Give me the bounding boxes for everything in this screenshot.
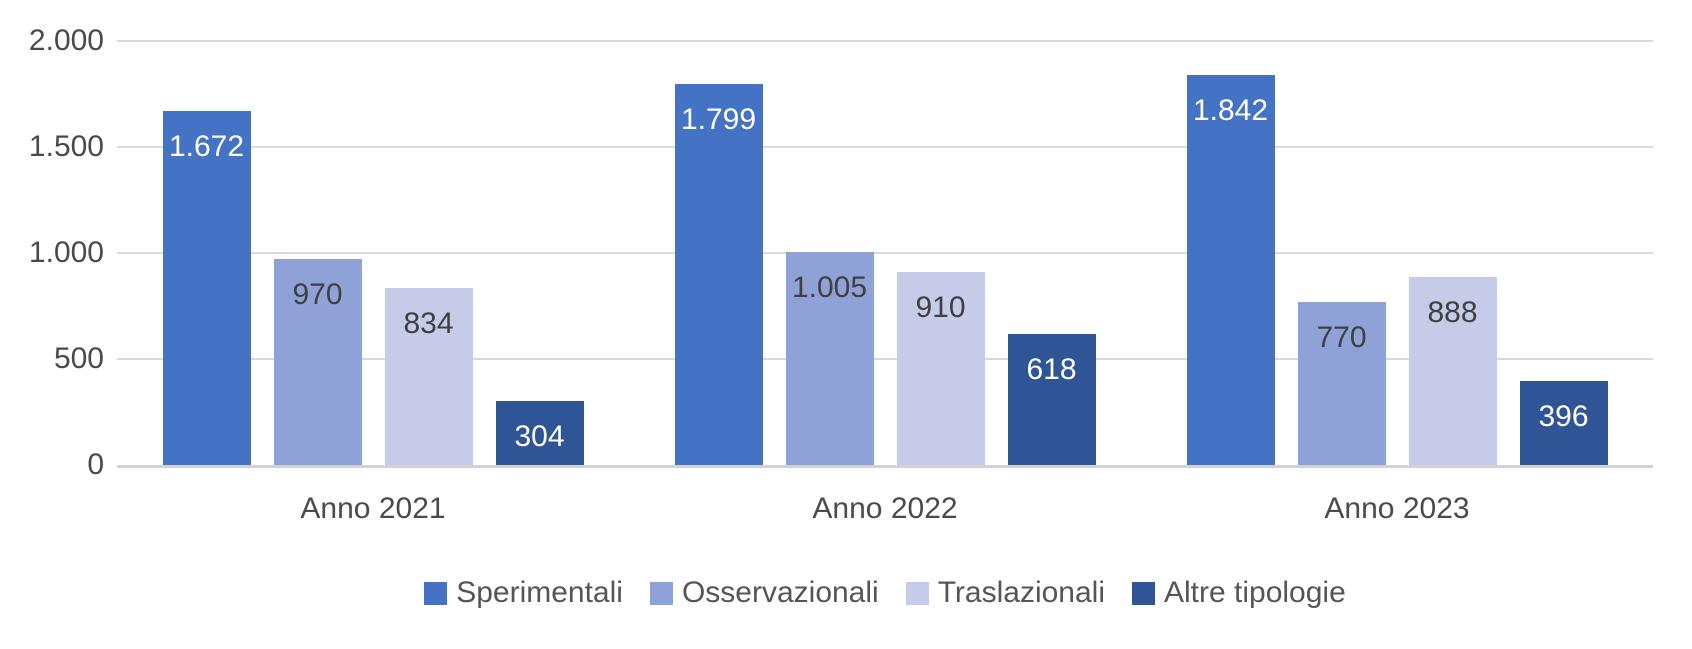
legend-label: Traslazionali	[937, 576, 1105, 609]
bar-data-label: 970	[292, 278, 343, 312]
bar-altre-tipologie: 396	[1519, 381, 1608, 465]
legend-swatch-icon	[424, 581, 448, 605]
bar-data-label: 1.005	[791, 270, 868, 304]
plot-area: 1.672 970 834 304 1.799 1.005 910 618 1.842 770 88…	[117, 40, 1653, 468]
legend-item-altre-tipologie: Altre tipologie	[1132, 576, 1346, 610]
legend-label: Altre tipologie	[1164, 576, 1346, 609]
bar-sperimentali: 1.842	[1186, 74, 1275, 465]
legend-label: Sperimentali	[456, 576, 623, 609]
gridline	[117, 146, 1653, 148]
bar-traslazionali: 834	[384, 288, 473, 465]
bar-altre-tipologie: 618	[1007, 333, 1096, 465]
y-axis-tick-label: 1.500	[28, 130, 104, 163]
category-label: Anno 2021	[300, 492, 446, 525]
bar-data-label: 888	[1427, 295, 1478, 329]
bar-data-label: 1.842	[1192, 93, 1269, 127]
bar-data-label: 396	[1538, 400, 1589, 434]
bar-sperimentali: 1.799	[674, 83, 763, 465]
bar-osservazionali: 970	[273, 259, 362, 465]
x-axis-category-labels: Anno 2021 Anno 2022 Anno 2023	[117, 491, 1653, 527]
gridline	[117, 252, 1653, 254]
bar-osservazionali: 1.005	[785, 251, 874, 465]
bar-traslazionali: 888	[1408, 276, 1497, 465]
bar-data-label: 618	[1026, 352, 1077, 386]
legend-label: Osservazionali	[681, 576, 879, 609]
bar-data-label: 304	[514, 419, 565, 453]
legend-swatch-icon	[649, 581, 673, 605]
bar-group-anno-2021: 1.672 970 834 304	[117, 41, 629, 465]
y-axis-tick-label: 0	[87, 448, 104, 481]
bar-group-anno-2023: 1.842 770 888 396	[1141, 41, 1653, 465]
category-label: Anno 2022	[812, 492, 958, 525]
y-axis: 2.000 1.500 1.000 500 0	[0, 26, 104, 480]
bar-data-label: 910	[915, 291, 966, 325]
y-axis-tick-label: 500	[53, 342, 104, 375]
gridline	[117, 358, 1653, 360]
bar-data-label: 770	[1316, 320, 1367, 354]
bar-data-label: 1.799	[680, 102, 757, 136]
legend-swatch-icon	[905, 581, 929, 605]
bar-traslazionali: 910	[896, 272, 985, 465]
y-axis-tick-label: 2.000	[28, 24, 104, 57]
legend-item-traslazionali: Traslazionali	[905, 576, 1105, 610]
bar-data-label: 1.672	[168, 129, 245, 163]
bar-altre-tipologie: 304	[495, 400, 584, 465]
bar-group-anno-2022: 1.799 1.005 910 618	[629, 41, 1141, 465]
bar-data-label: 834	[403, 307, 454, 341]
y-axis-tick-label: 1.000	[28, 236, 104, 269]
bar-osservazionali: 770	[1297, 301, 1386, 465]
bar-groups: 1.672 970 834 304 1.799 1.005 910 618 1.842 770 88…	[117, 41, 1653, 465]
category-label: Anno 2023	[1324, 492, 1470, 525]
gridline	[117, 40, 1653, 42]
legend-item-osservazionali: Osservazionali	[649, 576, 879, 610]
bar-sperimentali: 1.672	[162, 110, 251, 465]
legend: Sperimentali Osservazionali Traslazionali A…	[117, 576, 1653, 610]
legend-swatch-icon	[1132, 581, 1155, 605]
legend-item-sperimentali: Sperimentali	[424, 576, 623, 610]
